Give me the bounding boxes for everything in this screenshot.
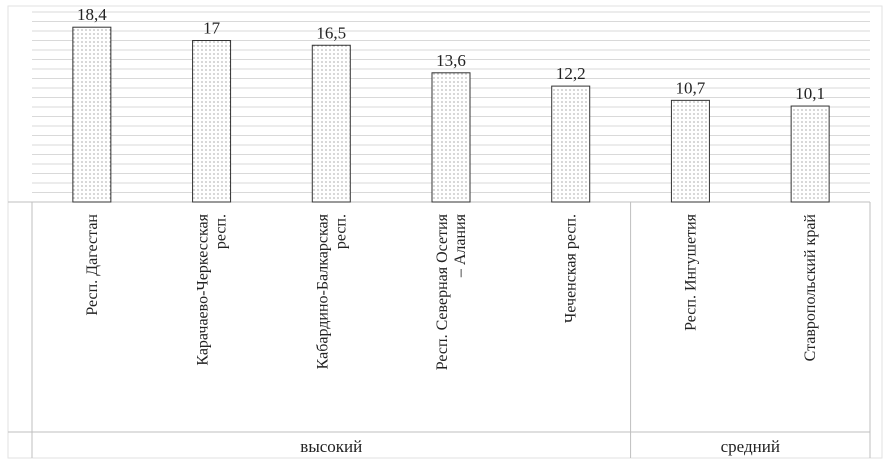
category-label-line: респ. (332, 214, 349, 249)
category-label: Чеченская респ. (563, 214, 580, 323)
data-label: 18,4 (77, 5, 107, 24)
category-label-line: респ. (213, 214, 230, 249)
bar (311, 44, 351, 203)
category-label: Ставропольский край (802, 214, 819, 362)
category-label-line: – Алания (452, 213, 469, 278)
data-label: 12,2 (556, 64, 586, 83)
chart-border (7, 5, 883, 459)
category-label-line: Чеченская респ. (563, 214, 580, 323)
category-label: Карачаево-Черкесскаяресп. (195, 213, 230, 365)
category-label-line: Карачаево-Черкесская (195, 213, 212, 365)
data-label: 13,6 (436, 51, 466, 70)
category-label-line: Респ. Ингушетия (682, 213, 699, 331)
category-label-line: Респ. Дагестан (84, 214, 101, 316)
category-label: Кабардино-Балкарскаяресп. (314, 213, 349, 369)
bar (551, 85, 591, 203)
data-label: 10,1 (795, 84, 825, 103)
data-label: 17 (203, 19, 221, 38)
category-label-line: Ставропольский край (802, 214, 819, 362)
bar (790, 105, 830, 203)
category-label-line: Кабардино-Балкарская (314, 213, 331, 369)
bar (72, 26, 112, 203)
category-label: Респ. Дагестан (84, 214, 101, 316)
group-label: высокий (300, 437, 362, 456)
bar (431, 72, 471, 203)
data-label: 16,5 (316, 23, 346, 42)
category-label: Респ. Северная Осетия– Алания (434, 213, 469, 370)
group-label: средний (721, 437, 780, 456)
category-label-line: Респ. Северная Осетия (434, 213, 451, 370)
category-label: Респ. Ингушетия (682, 213, 699, 331)
bar (670, 99, 710, 203)
bar (192, 40, 232, 203)
data-label: 10,7 (676, 78, 706, 97)
